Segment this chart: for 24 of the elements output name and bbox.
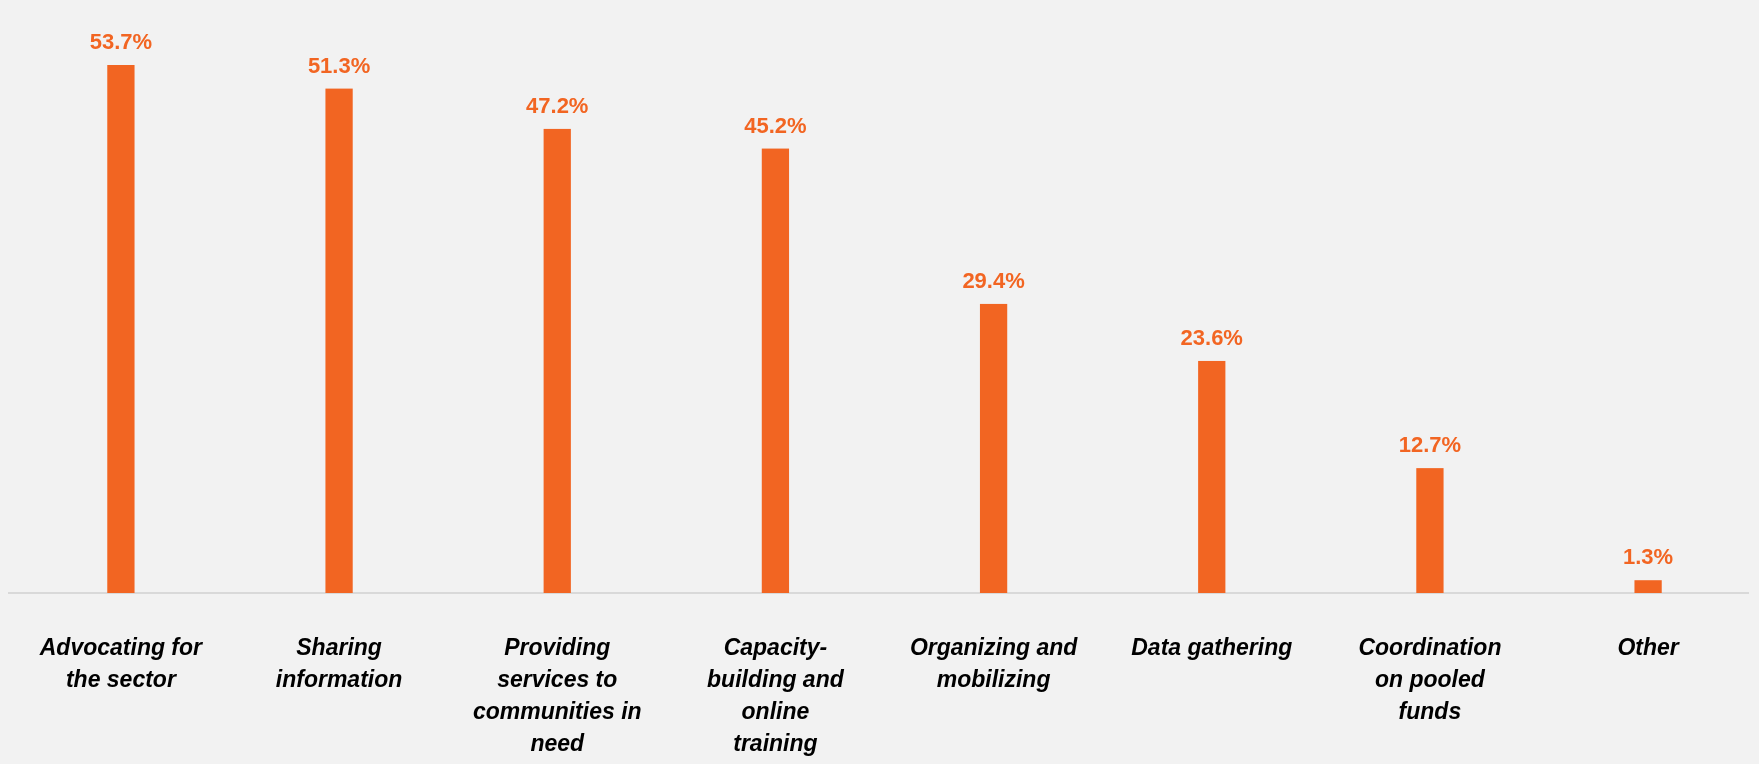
data-label: 53.7%: [89, 29, 153, 54]
bar: [1198, 360, 1226, 593]
x-tick-label: Capacity-building and online training: [707, 634, 845, 756]
bar: [979, 303, 1008, 593]
data-label: 45.2%: [744, 112, 807, 138]
data-label: 29.4%: [962, 267, 1025, 293]
x-tick-label: Coordination on pooled funds: [1358, 634, 1502, 724]
data-label: 1.3%: [1623, 544, 1674, 570]
x-tick-label: Advocating for the sector: [38, 634, 204, 692]
x-tick-label: Organizing and mobilizing: [909, 634, 1079, 692]
x-tick-label: Providing services to communities in need: [472, 634, 642, 756]
x-tick-label: Other: [1617, 634, 1680, 660]
data-label: 51.3%: [307, 52, 371, 78]
bar: [761, 148, 790, 593]
data-label: 12.7%: [1398, 432, 1462, 458]
x-tick-label: Data gathering: [1131, 634, 1293, 660]
data-label: 23.6%: [1180, 324, 1243, 350]
x-tick-label: Sharing information: [275, 634, 403, 692]
data-label: 47.2%: [526, 92, 589, 118]
bar: [1416, 468, 1444, 593]
bar: [107, 65, 135, 593]
bar: [543, 128, 571, 593]
bar: [325, 88, 353, 593]
bar: [1634, 580, 1662, 593]
